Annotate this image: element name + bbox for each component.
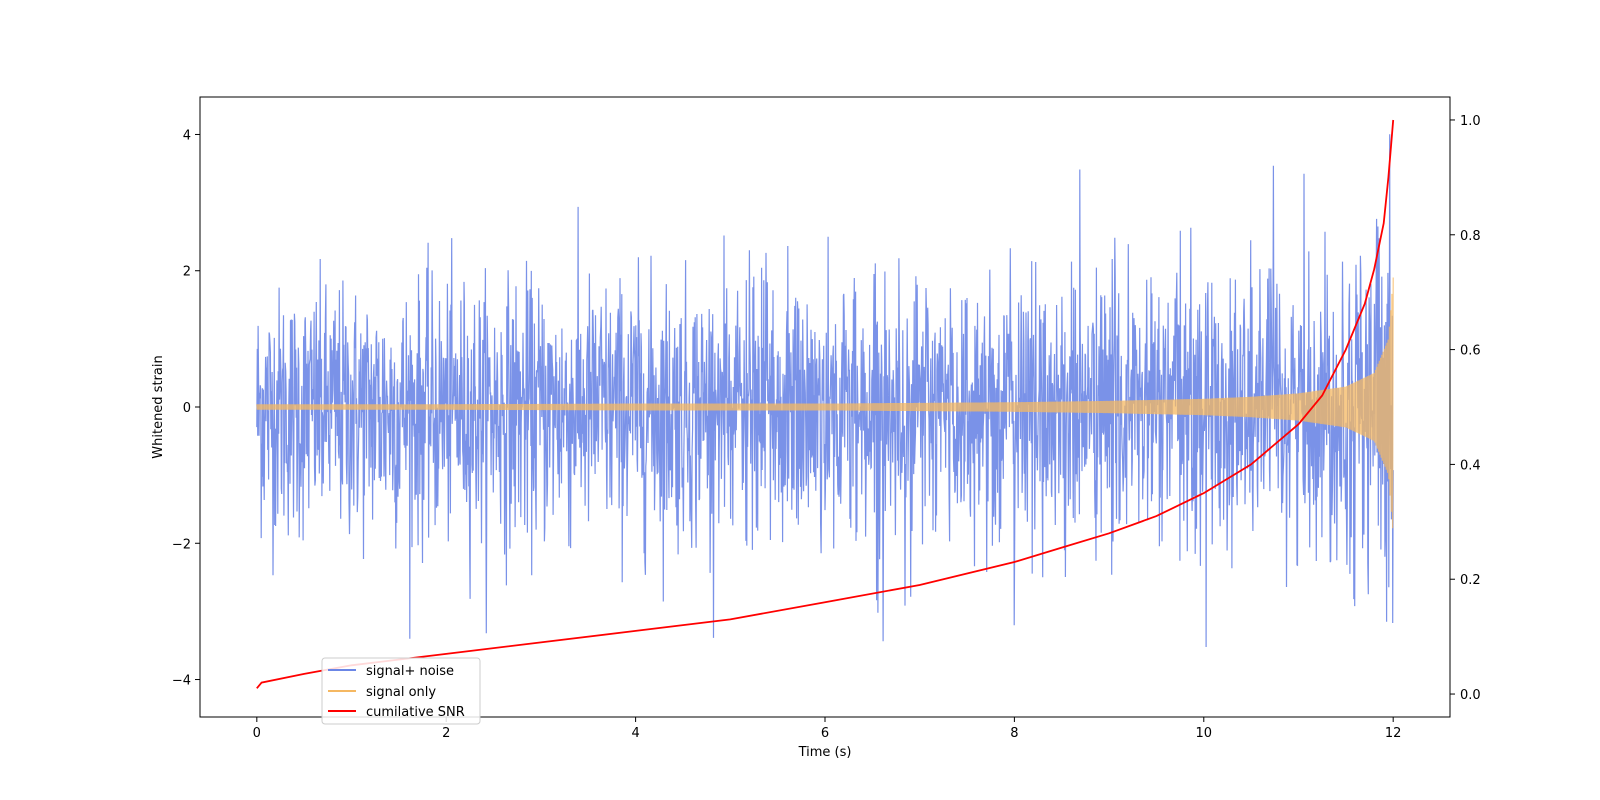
y-tick-label: 2 [183,265,191,280]
series-signal-plus-noise [256,134,1394,648]
x-tick-label: 0 [253,726,261,741]
legend: signal+ noise signal only cumilative SNR [321,657,481,725]
y-tick-label: −2 [172,537,191,552]
y-axis-label: Whitened strain [151,355,166,458]
y2-tick-label: 0.0 [1460,688,1481,703]
y2-tick-label: 1.0 [1460,114,1481,129]
x-tick-label: 2 [442,726,450,741]
y-tick-label: 4 [183,128,191,143]
legend-box [321,657,481,725]
x-axis-label: Time (s) [798,745,852,760]
plot-area [256,119,1395,689]
legend-label-signal-only: signal only [366,685,436,700]
signal-only-line [256,277,1394,529]
x-axis-ticks: 0 2 4 6 8 10 12 [253,717,1402,741]
legend-label-signal-plus-noise: signal+ noise [366,664,454,679]
x-tick-label: 10 [1196,726,1213,741]
series-signal-only [256,277,1394,529]
x-tick-label: 12 [1385,726,1402,741]
y2-axis-ticks: 0.0 0.2 0.4 0.6 0.8 1.0 [1450,114,1481,703]
cumulative-snr-line [256,119,1395,689]
legend-label-cumulative-snr: cumilative SNR [366,705,465,720]
y-tick-label: 0 [183,401,191,416]
y-axis-ticks: −4 −2 0 2 4 [172,128,200,689]
y2-tick-label: 0.8 [1460,229,1481,244]
x-tick-label: 6 [821,726,829,741]
x-tick-label: 8 [1010,726,1018,741]
signal-plus-noise-line [256,134,1394,648]
y2-tick-label: 0.6 [1460,344,1481,359]
y2-tick-label: 0.4 [1460,458,1481,473]
x-tick-label: 4 [631,726,639,741]
y-tick-label: −4 [172,674,191,689]
y2-tick-label: 0.2 [1460,573,1481,588]
series-cumulative-snr [256,119,1395,689]
